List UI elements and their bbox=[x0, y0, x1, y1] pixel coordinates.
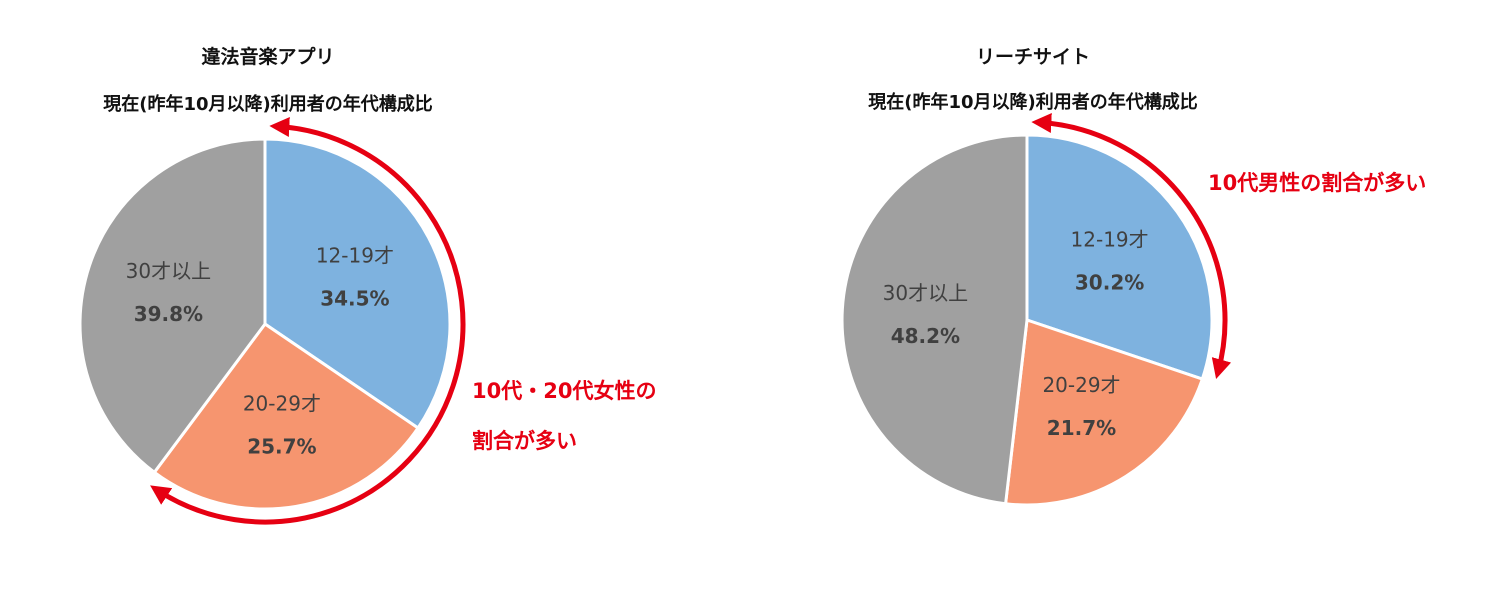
chart-1-annotation-arrow bbox=[150, 117, 466, 525]
chart-1-slice-2-label: 20-29才 bbox=[243, 391, 321, 415]
chart-2-pie: 12-19才 30.2% 20-29才 21.7% 30才以上 48.2% bbox=[840, 133, 1214, 507]
chart-1: 違法音楽アプリ 現在(昨年10月以降)利用者の年代構成比 12-19才 34.5%… bbox=[78, 45, 656, 525]
chart-1-slice-2-value: 25.7% bbox=[247, 434, 316, 458]
chart-1-slice-3-value: 39.8% bbox=[134, 302, 203, 326]
chart-1-annotation-line-2: 割合が多い bbox=[472, 429, 577, 453]
chart-2-slice-3 bbox=[840, 133, 1029, 506]
chart-2-annotation-line-1: 10代男性の割合が多い bbox=[1208, 171, 1426, 195]
chart-1-slice-1-value: 34.5% bbox=[320, 286, 389, 310]
chart-2-annotation-arrow bbox=[1031, 113, 1232, 380]
chart-2-slice-2-label: 20-29才 bbox=[1042, 373, 1120, 397]
chart-1-slice-1-label: 12-19才 bbox=[316, 243, 394, 267]
chart-1-slice-1 bbox=[263, 137, 452, 431]
chart-1-subtitle: 現在(昨年10月以降)利用者の年代構成比 bbox=[103, 93, 433, 115]
chart-2-title: リーチサイト bbox=[976, 46, 1090, 68]
chart-2: リーチサイト 現在(昨年10月以降)利用者の年代構成比 12-19才 30.2% 2… bbox=[840, 46, 1426, 507]
chart-1-pie: 12-19才 34.5% 20-29才 25.7% 30才以上 39.8% bbox=[78, 137, 452, 511]
chart-2-subtitle: 現在(昨年10月以降)利用者の年代構成比 bbox=[868, 91, 1198, 113]
chart-1-title: 違法音楽アプリ bbox=[201, 45, 334, 68]
chart-2-slice-2-value: 21.7% bbox=[1047, 416, 1116, 440]
chart-2-slice-3-value: 48.2% bbox=[891, 324, 960, 348]
chart-2-slice-1-label: 12-19才 bbox=[1071, 228, 1149, 252]
chart-1-slice-3-label: 30才以上 bbox=[126, 259, 211, 283]
chart-2-slice-1-value: 30.2% bbox=[1075, 271, 1144, 295]
chart-1-annotation-line-1: 10代・20代女性の bbox=[472, 379, 656, 403]
chart-2-slice-3-label: 30才以上 bbox=[883, 281, 968, 305]
